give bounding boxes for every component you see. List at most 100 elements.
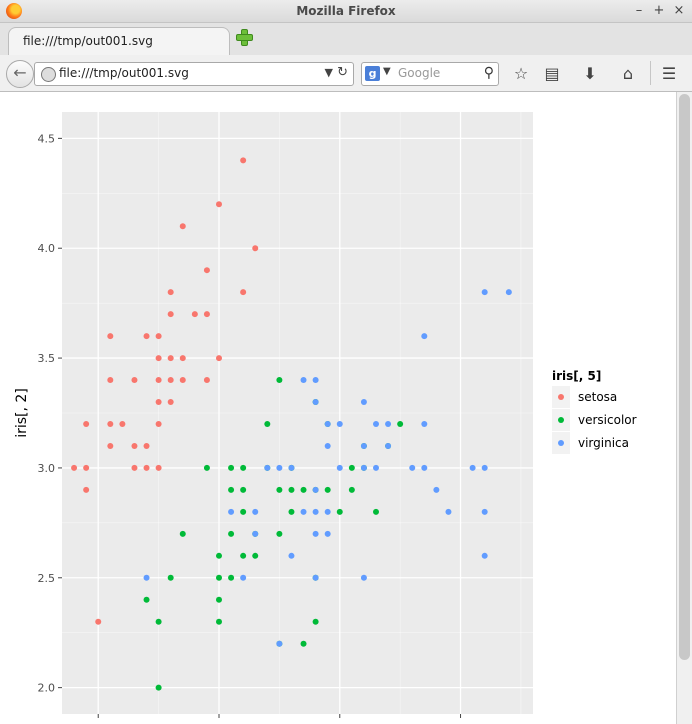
point-virginica <box>324 508 331 515</box>
point-setosa <box>107 377 114 384</box>
maximize-icon[interactable]: + <box>653 3 665 18</box>
point-setosa <box>191 311 198 318</box>
point-setosa <box>167 311 174 318</box>
point-setosa <box>179 223 186 230</box>
point-versicolor <box>252 552 259 559</box>
point-setosa <box>95 618 102 625</box>
back-arrow-icon[interactable]: ← <box>6 60 34 88</box>
point-setosa <box>143 464 150 471</box>
hamburger-icon[interactable]: ☰ <box>661 64 677 83</box>
point-versicolor <box>240 486 247 493</box>
point-virginica <box>505 289 512 296</box>
point-setosa <box>107 420 114 427</box>
point-setosa <box>155 355 162 362</box>
point-setosa <box>179 355 186 362</box>
url-text[interactable]: file:///tmp/out001.svg <box>59 66 189 80</box>
point-versicolor <box>397 420 404 427</box>
point-setosa <box>203 377 210 384</box>
point-virginica <box>421 464 428 471</box>
star-icon[interactable]: ☆ <box>513 64 529 83</box>
toolbar-separator <box>650 61 651 85</box>
google-icon[interactable]: g <box>365 66 380 81</box>
title-bar: Mozilla Firefox – + × <box>0 0 692 23</box>
point-versicolor <box>336 508 343 515</box>
point-versicolor <box>240 552 247 559</box>
point-virginica <box>481 552 488 559</box>
point-setosa <box>240 157 247 164</box>
legend: iris[, 5] setosa versicolor virginica <box>552 369 637 454</box>
point-setosa <box>131 442 138 449</box>
search-bar[interactable]: g ▼ Google ⚲ <box>361 62 499 86</box>
point-setosa <box>252 245 259 252</box>
point-virginica <box>336 464 343 471</box>
point-virginica <box>360 464 367 471</box>
point-virginica <box>288 464 295 471</box>
point-versicolor <box>348 486 355 493</box>
point-virginica <box>385 442 392 449</box>
point-versicolor <box>228 486 235 493</box>
point-virginica <box>324 442 331 449</box>
point-versicolor <box>300 640 307 647</box>
point-setosa <box>131 464 138 471</box>
point-setosa <box>167 377 174 384</box>
home-icon[interactable]: ⌂ <box>622 64 634 83</box>
point-setosa <box>155 420 162 427</box>
tab-label: file:///tmp/out001.svg <box>23 34 153 48</box>
url-bar[interactable]: file:///tmp/out001.svg ▼ ↻ <box>34 62 354 86</box>
point-setosa <box>155 333 162 340</box>
url-dropdown-icon[interactable]: ▼ <box>324 66 333 79</box>
point-virginica <box>312 574 319 581</box>
point-virginica <box>481 289 488 296</box>
data-points <box>71 157 512 691</box>
point-setosa <box>155 377 162 384</box>
point-setosa <box>216 355 222 362</box>
legend-label-setosa: setosa <box>578 390 617 404</box>
point-setosa <box>119 420 126 427</box>
point-versicolor <box>288 508 295 515</box>
point-virginica <box>312 486 319 493</box>
search-icon[interactable]: ⚲ <box>483 65 494 81</box>
point-versicolor <box>228 464 235 471</box>
legend-marker-virginica <box>558 440 564 446</box>
point-setosa <box>216 201 222 208</box>
reload-icon[interactable]: ↻ <box>337 65 348 80</box>
point-versicolor <box>264 420 271 427</box>
point-setosa <box>143 442 150 449</box>
point-virginica <box>312 508 319 515</box>
point-virginica <box>312 377 319 384</box>
vertical-scrollbar[interactable] <box>676 92 692 724</box>
new-tab-plus-icon[interactable] <box>236 29 253 46</box>
point-setosa <box>179 377 186 384</box>
clipboard-icon[interactable]: ▤ <box>544 64 560 83</box>
scrollbar-thumb[interactable] <box>679 94 690 660</box>
point-setosa <box>203 311 210 318</box>
scatter-chart: 2.0 2.5 3.0 3.5 4.0 4.5 iris[, 2] iris[, 5] s… <box>14 112 637 718</box>
point-versicolor <box>312 618 319 625</box>
point-versicolor <box>155 684 162 691</box>
page-content: 2.0 2.5 3.0 3.5 4.0 4.5 iris[, 2] iris[, 5] s… <box>0 92 676 724</box>
point-setosa <box>203 267 210 274</box>
point-versicolor <box>324 486 331 493</box>
point-versicolor <box>373 508 379 515</box>
legend-label-versicolor: versicolor <box>578 413 637 427</box>
point-versicolor <box>203 464 210 471</box>
point-setosa <box>107 333 114 340</box>
tab-out001[interactable]: file:///tmp/out001.svg <box>8 27 230 55</box>
point-virginica <box>288 552 295 559</box>
point-virginica <box>373 420 379 427</box>
download-icon[interactable]: ⬇ <box>583 64 597 83</box>
point-setosa <box>83 420 90 427</box>
point-virginica <box>324 530 331 537</box>
close-icon[interactable]: × <box>673 3 685 18</box>
legend-marker-versicolor <box>558 417 564 423</box>
point-virginica <box>252 508 259 515</box>
search-engine-dropdown-icon[interactable]: ▼ <box>383 66 391 77</box>
y-tick-label: 3.5 <box>38 352 56 365</box>
y-axis: 2.0 2.5 3.0 3.5 4.0 4.5 <box>38 132 62 695</box>
minimize-icon[interactable]: – <box>635 3 643 18</box>
point-virginica <box>300 377 307 384</box>
y-tick-label: 4.0 <box>38 242 56 255</box>
legend-title: iris[, 5] <box>552 369 601 383</box>
search-input[interactable]: Google <box>398 66 441 80</box>
point-virginica <box>276 640 283 647</box>
